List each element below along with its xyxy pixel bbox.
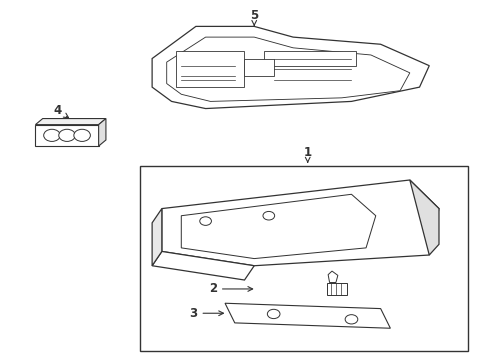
Polygon shape (152, 26, 428, 109)
Polygon shape (162, 180, 438, 266)
Polygon shape (181, 194, 375, 258)
Polygon shape (166, 37, 409, 102)
Polygon shape (152, 251, 254, 280)
Circle shape (43, 129, 60, 141)
Circle shape (267, 309, 280, 319)
Text: 5: 5 (249, 9, 258, 25)
Circle shape (345, 315, 357, 324)
Polygon shape (409, 180, 438, 255)
Polygon shape (176, 51, 244, 87)
Text: 3: 3 (189, 307, 223, 320)
Circle shape (59, 129, 75, 141)
Bar (326, 283, 346, 296)
Polygon shape (224, 303, 389, 328)
Polygon shape (152, 208, 162, 266)
Text: 2: 2 (208, 283, 252, 296)
Text: 4: 4 (53, 104, 68, 118)
Circle shape (200, 217, 211, 225)
Circle shape (263, 211, 274, 220)
Polygon shape (35, 118, 106, 125)
Circle shape (74, 129, 90, 141)
Polygon shape (327, 271, 337, 283)
Polygon shape (99, 118, 106, 146)
Polygon shape (244, 59, 273, 76)
Polygon shape (35, 125, 99, 146)
Polygon shape (264, 51, 356, 66)
Text: 1: 1 (303, 146, 311, 162)
Bar (140, 166, 467, 351)
